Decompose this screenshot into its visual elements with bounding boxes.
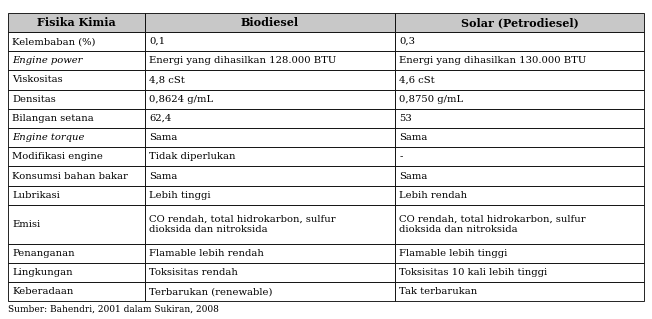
Text: Sumber: Bahendri, 2001 dalam Sukiran, 2008: Sumber: Bahendri, 2001 dalam Sukiran, 20…	[8, 305, 218, 314]
Text: Solar (Petrodiesel): Solar (Petrodiesel)	[460, 17, 578, 28]
Bar	[394, 186, 644, 205]
Text: Energi yang dihasilkan 128.000 BTU: Energi yang dihasilkan 128.000 BTU	[149, 56, 336, 65]
Text: Lebih rendah: Lebih rendah	[399, 191, 467, 200]
Text: Kelembaban (%): Kelembaban (%)	[12, 37, 96, 46]
Text: Engine torque: Engine torque	[12, 133, 85, 142]
Bar	[145, 70, 394, 90]
Text: Terbarukan (renewable): Terbarukan (renewable)	[149, 287, 273, 296]
Text: Toksisitas 10 kali lebih tinggi: Toksisitas 10 kali lebih tinggi	[399, 268, 548, 277]
Bar	[145, 13, 394, 32]
Text: Fisika Kimia: Fisika Kimia	[37, 17, 115, 28]
Bar	[145, 186, 394, 205]
Text: Bilangan setana: Bilangan setana	[12, 114, 94, 123]
Bar	[394, 51, 644, 70]
Bar	[394, 244, 644, 263]
Bar	[145, 244, 394, 263]
Text: 4,6 cSt: 4,6 cSt	[399, 76, 435, 85]
Text: 0,3: 0,3	[399, 37, 415, 46]
Bar	[145, 263, 394, 282]
Bar	[8, 70, 145, 90]
Text: Tidak diperlukan: Tidak diperlukan	[149, 152, 236, 161]
Bar	[394, 128, 644, 147]
Bar	[8, 244, 145, 263]
Text: Densitas: Densitas	[12, 95, 56, 104]
Text: Lebih tinggi: Lebih tinggi	[149, 191, 211, 200]
Bar	[394, 109, 644, 128]
Bar	[145, 205, 394, 244]
Text: Biodiesel: Biodiesel	[241, 17, 299, 28]
Text: CO rendah, total hidrokarbon, sulfur
dioksida dan nitroksida: CO rendah, total hidrokarbon, sulfur dio…	[399, 214, 586, 234]
Bar	[8, 186, 145, 205]
Text: Modifikasi engine: Modifikasi engine	[12, 152, 103, 161]
Text: Lubrikasi: Lubrikasi	[12, 191, 60, 200]
Text: 0,8624 g/mL: 0,8624 g/mL	[149, 95, 213, 104]
Bar	[145, 128, 394, 147]
Text: Flamable lebih rendah: Flamable lebih rendah	[149, 249, 264, 258]
Bar	[394, 205, 644, 244]
Bar	[8, 13, 145, 32]
Text: Sama: Sama	[399, 172, 428, 181]
Text: 0,1: 0,1	[149, 37, 166, 46]
Text: Viskositas: Viskositas	[12, 76, 63, 85]
Bar	[394, 90, 644, 109]
Bar	[8, 263, 145, 282]
Text: CO rendah, total hidrokarbon, sulfur
dioksida dan nitroksida: CO rendah, total hidrokarbon, sulfur dio…	[149, 214, 336, 234]
Bar	[8, 167, 145, 186]
Bar	[8, 147, 145, 167]
Text: Lingkungan: Lingkungan	[12, 268, 73, 277]
Bar	[8, 282, 145, 301]
Text: Flamable lebih tinggi: Flamable lebih tinggi	[399, 249, 508, 258]
Bar	[394, 263, 644, 282]
Bar	[145, 147, 394, 167]
Text: -: -	[399, 152, 403, 161]
Bar	[394, 13, 644, 32]
Bar	[8, 205, 145, 244]
Bar	[145, 109, 394, 128]
Bar	[8, 109, 145, 128]
Text: Toksisitas rendah: Toksisitas rendah	[149, 268, 238, 277]
Bar	[145, 32, 394, 51]
Text: Konsumsi bahan bakar: Konsumsi bahan bakar	[12, 172, 128, 181]
Text: Sama: Sama	[149, 133, 177, 142]
Bar	[145, 90, 394, 109]
Text: Tak terbarukan: Tak terbarukan	[399, 287, 477, 296]
Bar	[8, 90, 145, 109]
Text: 53: 53	[399, 114, 412, 123]
Bar	[394, 32, 644, 51]
Text: Energi yang dihasilkan 130.000 BTU: Energi yang dihasilkan 130.000 BTU	[399, 56, 587, 65]
Bar	[145, 51, 394, 70]
Bar	[8, 32, 145, 51]
Text: Emisi: Emisi	[12, 220, 40, 229]
Bar	[145, 282, 394, 301]
Text: Sama: Sama	[399, 133, 428, 142]
Bar	[394, 167, 644, 186]
Text: 0,8750 g/mL: 0,8750 g/mL	[399, 95, 464, 104]
Text: Keberadaan: Keberadaan	[12, 287, 74, 296]
Bar	[394, 147, 644, 167]
Text: Penanganan: Penanganan	[12, 249, 75, 258]
Bar	[8, 128, 145, 147]
Text: 62,4: 62,4	[149, 114, 171, 123]
Text: Sama: Sama	[149, 172, 177, 181]
Text: 4,8 cSt: 4,8 cSt	[149, 76, 185, 85]
Text: Engine power: Engine power	[12, 56, 83, 65]
Bar	[394, 282, 644, 301]
Bar	[145, 167, 394, 186]
Bar	[394, 70, 644, 90]
Bar	[8, 51, 145, 70]
